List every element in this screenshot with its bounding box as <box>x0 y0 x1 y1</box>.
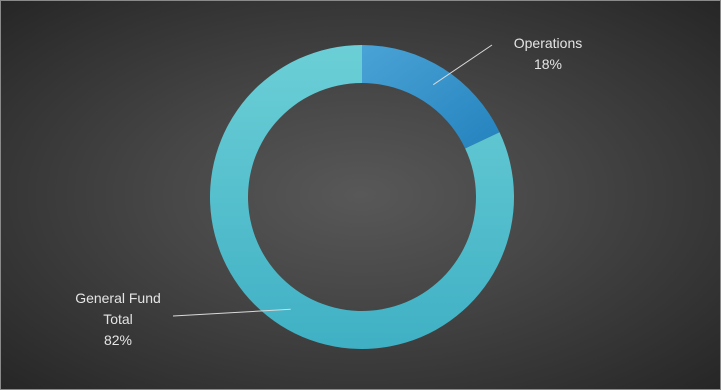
leader-line-general-fund-total <box>172 308 291 317</box>
data-label-operations-value: 18% <box>533 56 563 72</box>
data-label-general-fund-total: General Fund Total 82% <box>58 288 178 351</box>
data-label-general-fund-total-value: 82% <box>103 332 133 348</box>
leader-line-operations <box>432 44 493 86</box>
data-label-operations-category: Operations <box>513 35 583 51</box>
data-label-general-fund-total-line2: Total <box>103 311 133 327</box>
slice-operations <box>362 45 500 149</box>
data-label-operations: Operations 18% <box>493 33 603 75</box>
data-label-general-fund-total-line1: General Fund <box>75 290 161 306</box>
